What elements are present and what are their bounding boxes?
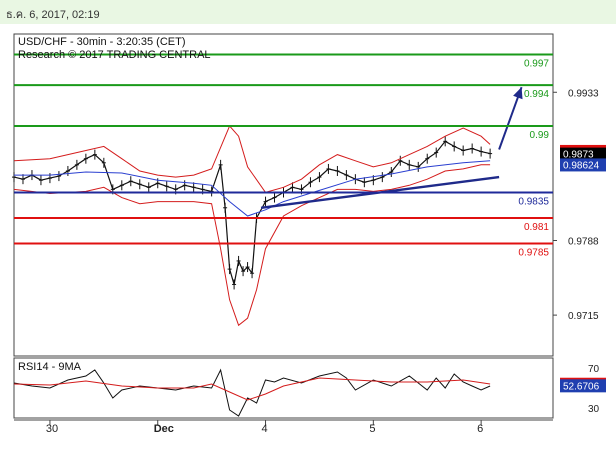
y-tick-label: 0.9933 [568,88,599,99]
series-bollinger_lower [13,164,491,327]
level-label: 0.99 [530,130,550,141]
rsi-series-group [13,368,491,417]
price-tag [560,379,606,393]
rsi-title: RSI14 - 9MA [18,361,82,373]
rsi-tags-group: 54.268152.6706 [560,377,606,393]
rsi-panel: 70 30 54.268152.6706 RSI14 - 9MA [13,357,606,419]
level-label: 0.981 [524,222,549,233]
level-label: 0.997 [524,58,549,69]
rsi-y-axis: 70 30 [588,364,600,415]
price-y-axis: 0.9933 0.9788 0.9715 [553,88,599,322]
rsi-panel-frame [13,357,554,419]
series-price [13,140,491,285]
series-rsi_ma [13,377,491,401]
y-tick-label: 0.9715 [568,311,599,322]
x-tick-label: 4 [262,423,268,435]
level-label: 0.9835 [518,196,549,207]
rsi-y-tick-label: 30 [588,404,600,415]
price-tag-label: 0.9873 [563,150,594,161]
x-tick-label: 30 [46,423,58,435]
price-tag-label: 52.6706 [563,381,600,392]
forecast-arrow-head [513,87,523,100]
x-tick-label: 6 [477,423,483,435]
forecast-arrow [498,86,523,150]
series-ma [14,160,491,217]
x-axis: 30 Dec 4 5 6 [14,419,553,435]
level-label: 0.9785 [518,248,549,259]
top-bar: ธ.ค. 6, 2017, 02:19 [0,0,616,24]
chart-subtitle: Research © 2017 TRADING CENTRAL [18,49,211,61]
x-tick-label: Dec [154,423,174,435]
level-label: 0.994 [524,89,549,100]
price-tag-label: 0.98624 [563,160,600,171]
x-tick-label: 5 [369,423,375,435]
y-tick-label: 0.9788 [568,236,599,247]
chart-title: USD/CHF - 30min - 3:20:35 (CET) [18,36,185,48]
price-tag [560,158,606,172]
levels-group: 0.997 0.994 0.99 0.9835 0.981 0.9785 [14,53,553,259]
rsi-y-tick-label: 70 [588,364,600,375]
price-tag [560,147,606,161]
timestamp: ธ.ค. 6, 2017, 02:19 [6,9,100,21]
